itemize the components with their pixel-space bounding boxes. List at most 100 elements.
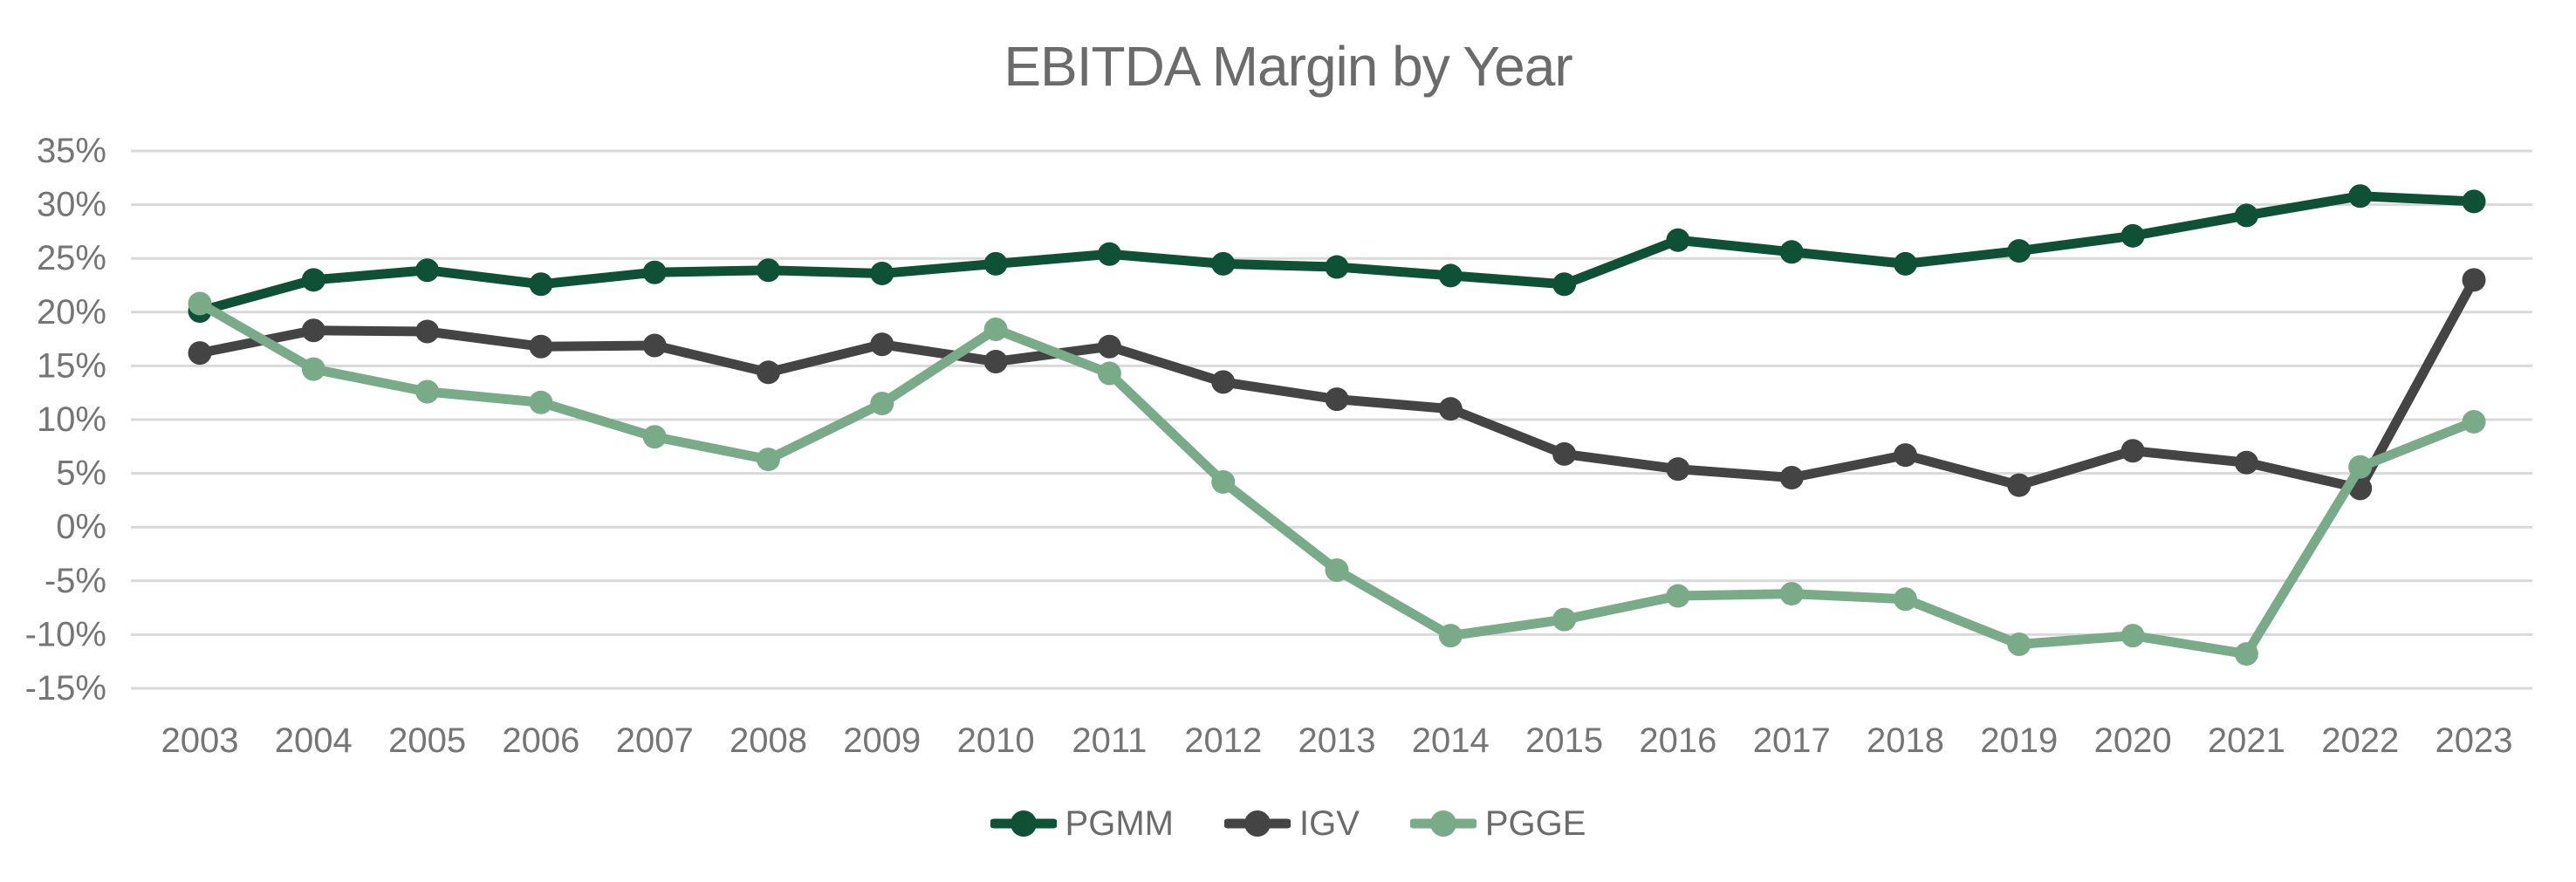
data-point-igv-2003 [188, 341, 212, 366]
data-point-igv-2020 [2120, 439, 2145, 463]
x-axis-tick-label-2018: 2018 [1867, 721, 1944, 760]
data-point-igv-2021 [2234, 450, 2258, 475]
data-point-pgge-2003 [188, 291, 212, 316]
data-point-pgmm-2008 [757, 258, 780, 283]
chart-title: EBITDA Margin by Year [1004, 35, 1572, 98]
y-axis-tick-label: 25% [37, 239, 106, 277]
x-axis-tick-label-2006: 2006 [502, 721, 579, 760]
x-axis-tick-label-2011: 2011 [1072, 721, 1147, 760]
y-axis-tick-label: 0% [56, 508, 106, 546]
legend-item-pgge: PGGE [1409, 804, 1586, 843]
data-point-pgge-2019 [2007, 632, 2031, 656]
legend-marker-pgmm-icon [990, 810, 1057, 837]
y-axis-tick-label: 30% [37, 186, 106, 224]
data-point-pgmm-2022 [2348, 184, 2373, 209]
x-axis-tick-label-2004: 2004 [275, 721, 353, 760]
data-point-pgmm-2005 [415, 258, 440, 283]
data-point-pgmm-2021 [2234, 203, 2258, 228]
data-point-igv-2018 [1894, 443, 1917, 468]
data-point-pgmm-2006 [529, 272, 553, 297]
x-axis-tick-label-2012: 2012 [1184, 721, 1262, 760]
data-point-igv-2007 [642, 333, 667, 358]
data-point-pgmm-2016 [1666, 228, 1690, 252]
data-point-pgge-2011 [1097, 361, 1121, 386]
data-point-pgge-2015 [1552, 607, 1577, 632]
y-axis-tick-label: 35% [37, 132, 106, 170]
data-point-pgmm-2018 [1894, 251, 1917, 276]
data-point-pgge-2023 [2462, 409, 2486, 434]
x-axis-tick-label-2010: 2010 [957, 721, 1035, 760]
data-point-pgge-2022 [2348, 455, 2373, 479]
y-axis-tick-label: 10% [37, 400, 106, 439]
x-axis-tick-label-2009: 2009 [843, 721, 921, 760]
data-point-pgmm-2017 [1779, 240, 1804, 264]
data-point-pgmm-2019 [2007, 239, 2031, 263]
data-point-pgmm-2004 [301, 268, 325, 292]
y-axis-tick-label: -5% [45, 562, 106, 600]
legend-marker-pgge-icon [1409, 810, 1476, 837]
x-axis-tick-label-2013: 2013 [1298, 721, 1376, 760]
x-axis-tick-label-2022: 2022 [2321, 721, 2399, 760]
data-point-pgge-2005 [415, 379, 440, 404]
legend-label-pgge: PGGE [1484, 804, 1586, 843]
x-axis-tick-label-2020: 2020 [2094, 721, 2172, 760]
x-axis-tick-label-2017: 2017 [1753, 721, 1831, 760]
x-axis-tick-label-2003: 2003 [161, 721, 239, 760]
data-point-pgge-2007 [642, 425, 667, 449]
data-point-igv-2005 [415, 319, 440, 344]
data-point-pgmm-2011 [1097, 242, 1121, 266]
x-axis-tick-label-2021: 2021 [2208, 721, 2285, 760]
data-point-igv-2008 [757, 360, 780, 385]
data-point-igv-2009 [870, 332, 894, 357]
y-axis-tick-label: 20% [37, 293, 106, 332]
y-axis-tick-label: 15% [37, 346, 106, 385]
data-point-pgmm-2015 [1552, 272, 1577, 297]
data-point-igv-2017 [1779, 466, 1804, 490]
data-point-pgge-2012 [1211, 469, 1236, 494]
legend-marker-igv-icon [1223, 810, 1291, 837]
data-point-igv-2012 [1211, 370, 1236, 394]
y-axis-tick-label: -15% [25, 669, 106, 708]
data-point-pgge-2009 [870, 392, 894, 416]
legend-label-pgmm: PGMM [1065, 804, 1174, 843]
data-point-pgmm-2010 [983, 251, 1008, 276]
data-point-igv-2016 [1666, 457, 1690, 482]
data-point-pgmm-2007 [642, 260, 667, 284]
data-point-pgge-2014 [1438, 624, 1463, 648]
data-point-igv-2013 [1325, 387, 1349, 412]
legend-label-igv: IGV [1298, 804, 1360, 843]
x-axis-tick-label-2008: 2008 [730, 721, 807, 760]
data-point-pgge-2010 [983, 318, 1008, 342]
data-point-pgge-2013 [1325, 557, 1349, 582]
data-point-igv-2010 [983, 349, 1008, 373]
x-axis-tick-label-2007: 2007 [616, 721, 694, 760]
data-point-igv-2004 [301, 318, 325, 343]
data-point-pgge-2021 [2234, 642, 2258, 667]
data-point-pgge-2018 [1894, 587, 1917, 612]
legend-item-igv: IGV [1223, 804, 1360, 843]
data-point-pgge-2004 [301, 357, 325, 381]
x-axis-tick-label-2005: 2005 [388, 721, 466, 760]
data-point-igv-2011 [1097, 334, 1121, 359]
x-axis-tick-label-2015: 2015 [1525, 721, 1603, 760]
data-point-igv-2019 [2007, 473, 2031, 497]
data-point-igv-2015 [1552, 441, 1577, 466]
data-point-pgge-2016 [1666, 584, 1690, 608]
data-point-pgge-2008 [757, 448, 780, 472]
data-point-pgge-2006 [529, 390, 553, 414]
data-point-pgmm-2013 [1325, 255, 1349, 279]
data-point-pgge-2017 [1779, 582, 1804, 606]
data-point-igv-2006 [529, 334, 553, 359]
data-point-igv-2023 [2462, 268, 2486, 292]
data-point-pgmm-2012 [1211, 251, 1236, 276]
x-axis-tick-label-2019: 2019 [1980, 721, 2058, 760]
data-point-pgmm-2020 [2120, 223, 2145, 248]
x-axis-tick-label-2016: 2016 [1639, 721, 1716, 760]
x-axis-tick-label-2023: 2023 [2436, 721, 2513, 760]
chart-legend: PGMM IGV PGGE [0, 804, 2576, 843]
legend-item-pgmm: PGMM [990, 804, 1174, 843]
y-axis-tick-label: -10% [25, 615, 106, 653]
y-axis-tick-label: 5% [56, 455, 106, 493]
data-point-pgmm-2014 [1438, 263, 1463, 288]
